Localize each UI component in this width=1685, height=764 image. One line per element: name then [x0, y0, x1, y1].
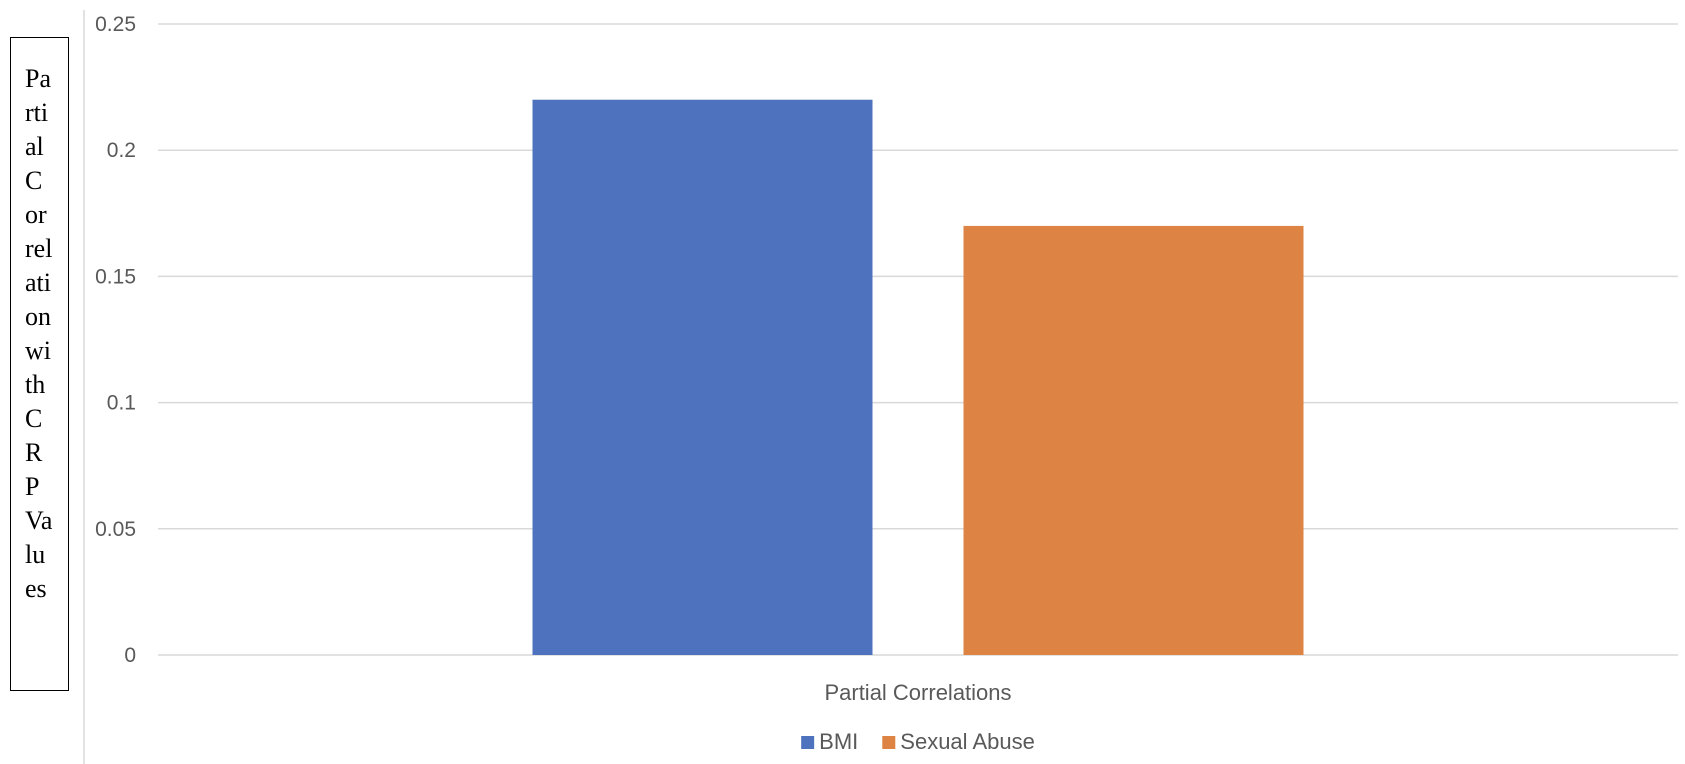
- y-tick-label: 0: [124, 644, 136, 667]
- legend: BMI Sexual Abuse: [801, 729, 1035, 754]
- legend-swatch: [801, 736, 815, 749]
- x-category-labels: Partial Correlations: [824, 680, 1011, 705]
- y-tick-label: 0.1: [107, 392, 136, 415]
- legend-label: Sexual Abuse: [900, 729, 1035, 754]
- y-tick-label: 0.15: [95, 265, 136, 288]
- gridlines: [158, 23, 1678, 656]
- legend-item: BMI: [801, 729, 858, 754]
- legend-label: BMI: [819, 729, 858, 754]
- x-category-label: Partial Correlations: [824, 680, 1011, 705]
- bars: [532, 99, 1304, 656]
- y-tick-label: 0.25: [95, 13, 136, 36]
- legend-item: Sexual Abuse: [882, 729, 1035, 754]
- legend-swatch: [882, 736, 896, 749]
- y-tick-label: 0.05: [95, 518, 136, 541]
- y-tick-label: 0.2: [107, 139, 136, 162]
- bar-sexual-abuse: [963, 225, 1304, 656]
- y-axis-label: Partial Correlation with CRP Values: [25, 64, 53, 603]
- y-tick-labels: 0 0.05 0.1 0.15 0.2 0.25: [95, 13, 136, 667]
- bar-bmi: [532, 99, 873, 656]
- y-axis-label-box: Partial Correlation with CRP Values: [10, 37, 69, 691]
